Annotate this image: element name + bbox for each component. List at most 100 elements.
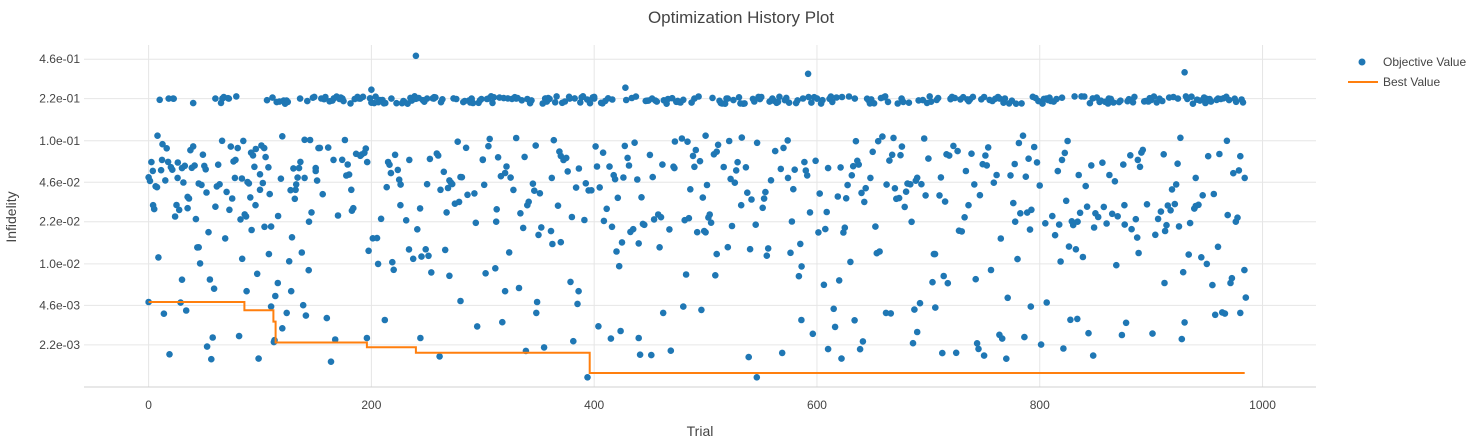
objective-point (725, 137, 733, 145)
objective-point (994, 93, 1002, 101)
objective-point (308, 209, 315, 216)
objective-point (671, 138, 679, 145)
objective-point (1110, 99, 1117, 106)
objective-point (929, 278, 936, 286)
objective-point (227, 143, 235, 150)
objective-point (1069, 221, 1077, 229)
objective-point (181, 162, 189, 170)
objective-point (454, 138, 462, 145)
objective-point (692, 146, 700, 154)
objective-point (440, 168, 448, 176)
objective-point (1075, 171, 1082, 179)
objective-point (505, 249, 513, 256)
objective-point (572, 184, 580, 191)
objective-point (287, 287, 295, 295)
objective-point (971, 181, 978, 188)
objective-point (983, 162, 991, 169)
objective-point (146, 177, 154, 185)
objective-point (1211, 311, 1219, 319)
objective-point (734, 158, 741, 166)
objective-point (373, 234, 381, 242)
objective-point (638, 194, 645, 201)
best-value-line (148, 301, 1245, 374)
objective-point (879, 133, 886, 140)
objective-point (1223, 137, 1231, 145)
objective-point (746, 245, 754, 253)
objective-point (253, 270, 261, 278)
objective-point (1011, 218, 1019, 225)
objective-point (856, 345, 864, 353)
objective-point (824, 164, 832, 172)
objective-point (851, 317, 858, 324)
objective-point (659, 161, 666, 168)
objective-point (784, 174, 792, 182)
objective-point (473, 323, 481, 330)
objective-point (1214, 243, 1222, 251)
objective-point (1074, 315, 1081, 323)
y-tick-label: 1.0e-01 (39, 134, 80, 148)
objective-point (1014, 255, 1021, 263)
objective-point (611, 175, 619, 183)
objective-point (1117, 97, 1124, 104)
objective-point (961, 214, 968, 221)
objective-point (620, 174, 627, 181)
objective-point (1224, 211, 1231, 219)
objective-point (920, 135, 928, 142)
objective-point (242, 213, 250, 220)
objective-point (787, 249, 794, 257)
objective-point (1174, 160, 1181, 167)
objective-point (1134, 156, 1142, 164)
objective-point (446, 272, 453, 280)
objective-point (195, 244, 202, 251)
objective-point (363, 334, 371, 342)
objective-point (1076, 209, 1084, 217)
objective-point (1161, 227, 1169, 235)
objective-point (1004, 294, 1011, 302)
objective-point (528, 97, 535, 104)
objective-point (969, 93, 977, 101)
objective-point (150, 205, 158, 213)
objective-point (341, 136, 349, 144)
objective-point (774, 98, 782, 106)
objective-point (492, 218, 500, 225)
objective-point (292, 181, 300, 188)
objective-point (319, 190, 327, 198)
objective-point (173, 201, 180, 209)
objective-point (1168, 186, 1176, 193)
objective-point (153, 183, 161, 191)
objective-point (1172, 181, 1180, 188)
objective-point (1021, 333, 1028, 341)
objective-point (381, 316, 389, 324)
objective-point (891, 185, 899, 192)
objective-point (205, 228, 212, 236)
objective-point (659, 309, 667, 317)
objective-point (666, 226, 673, 233)
objective-point (592, 143, 599, 150)
objective-point (536, 190, 544, 197)
objective-point (169, 166, 176, 173)
objective-point (1136, 163, 1144, 171)
objective-point (324, 144, 332, 151)
objective-point (822, 225, 829, 233)
objective-point (833, 94, 840, 101)
objective-point (548, 174, 556, 182)
objective-point (702, 132, 709, 139)
objective-point (322, 93, 329, 101)
objective-point (621, 142, 629, 150)
objective-point (1198, 253, 1205, 261)
objective-point (198, 181, 205, 189)
objective-point (812, 157, 819, 165)
objective-point (414, 226, 421, 233)
objective-point (874, 137, 882, 145)
objective-point (1159, 97, 1166, 105)
objective-point (724, 243, 732, 251)
objective-point (1160, 151, 1167, 158)
objective-point (684, 138, 691, 145)
chart-title: Optimization History Plot (648, 8, 834, 27)
objective-point (657, 213, 665, 221)
objective-point (1120, 161, 1127, 168)
objective-point (1027, 303, 1035, 310)
objective-point (703, 181, 711, 189)
objective-point (987, 266, 995, 274)
objective-point (187, 146, 194, 154)
